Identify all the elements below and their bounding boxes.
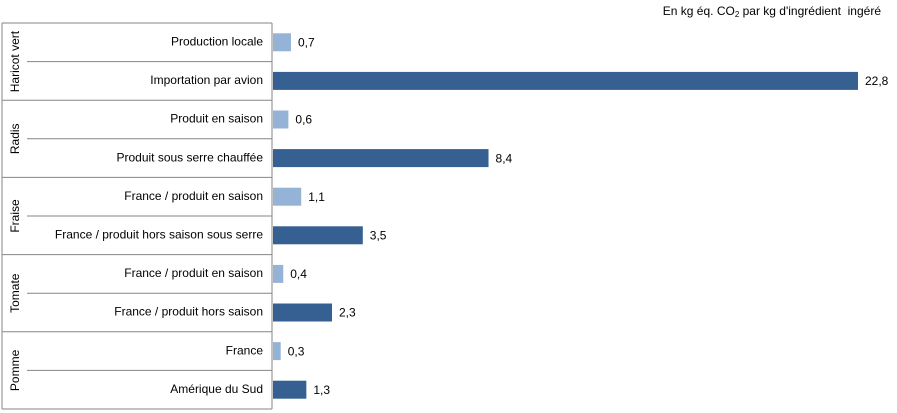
unit-note-prefix: En kg éq. CO xyxy=(662,4,735,18)
bar xyxy=(273,71,858,90)
bar xyxy=(273,380,307,399)
bar xyxy=(273,226,363,245)
bar xyxy=(273,33,291,52)
data-label: 0,6 xyxy=(295,113,312,127)
category-label: France / produit en saison xyxy=(124,189,263,203)
category-label: Produit en saison xyxy=(170,112,263,126)
group-label: Fraise xyxy=(8,199,22,233)
group-label: Pomme xyxy=(8,349,22,391)
category-label: France xyxy=(226,343,264,357)
data-label: 8,4 xyxy=(496,151,513,165)
category-label: Production locale xyxy=(171,34,263,48)
category-label: France / produit hors saison sous serre xyxy=(55,227,263,241)
bar xyxy=(273,110,289,129)
data-label: 1,3 xyxy=(313,383,330,397)
group-label: Radis xyxy=(8,123,22,154)
data-label: 0,7 xyxy=(298,35,315,49)
data-label: 0,4 xyxy=(290,267,307,281)
data-label: 22,8 xyxy=(865,74,889,88)
category-label: France / produit en saison xyxy=(124,266,263,280)
data-label: 3,5 xyxy=(370,228,387,242)
category-label: Produit sous serre chauffée xyxy=(116,150,263,164)
unit-note-subscript: 2 xyxy=(734,10,740,19)
bar xyxy=(273,303,333,322)
bar xyxy=(273,342,281,361)
data-label: 0,3 xyxy=(288,344,305,358)
bar xyxy=(273,187,302,206)
unit-note-suffix: par kg d'ingrédient ingéré xyxy=(739,4,881,18)
unit-note: En kg éq. CO2 par kg d'ingrédient ingéré xyxy=(663,4,881,19)
data-label: 2,3 xyxy=(339,306,356,320)
bar xyxy=(273,264,284,283)
category-label: France / produit hors saison xyxy=(114,305,263,319)
category-label: Importation par avion xyxy=(150,73,263,87)
bar xyxy=(273,149,489,168)
data-label: 1,1 xyxy=(308,190,325,204)
group-label: Haricot vert xyxy=(8,30,22,92)
category-label: Amérique du Sud xyxy=(170,382,263,396)
group-label: Tomate xyxy=(8,273,22,313)
